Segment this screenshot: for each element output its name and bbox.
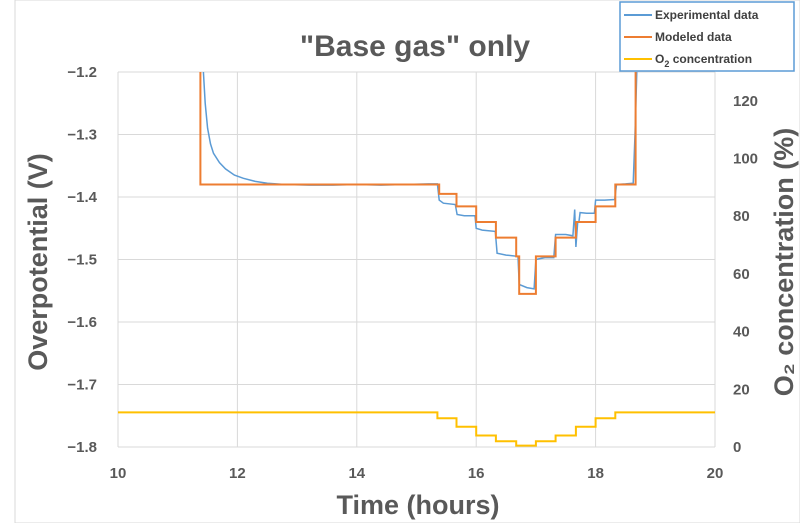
- y2-tick-label-5: 100: [733, 151, 758, 168]
- y2-tick-label-1: 20: [733, 381, 750, 398]
- y2-axis-ticks: 0 20 40 60 80 100 120: [733, 93, 758, 456]
- y2-tick-label-4: 80: [733, 208, 750, 225]
- x-axis-title: Time (hours): [336, 490, 499, 520]
- gridlines: [117, 71, 716, 448]
- y-tick-label-3: −1.5: [67, 252, 97, 269]
- x-tick-label-1: 12: [229, 465, 246, 482]
- series-group: [118, 71, 715, 447]
- x-tick-label-5: 20: [707, 465, 724, 482]
- series-line-modeled: [199, 72, 637, 295]
- y2-tick-label-3: 60: [733, 266, 750, 283]
- legend: Experimental data Modeled data O2 concen…: [619, 1, 795, 72]
- y2-tick-label-0: 0: [733, 439, 741, 456]
- y-tick-label-2: −1.6: [67, 314, 97, 331]
- y2-axis-title: O₂ concentration (%): [769, 128, 799, 397]
- y-axis-title: Overpotential (V): [23, 153, 53, 371]
- x-tick-label-2: 14: [348, 465, 365, 482]
- x-axis-ticks: 10 12 14 16 18 20: [110, 465, 724, 482]
- y2-tick-label-6: 120: [733, 93, 758, 110]
- x-tick-label-3: 16: [468, 465, 485, 482]
- legend-label-modeled: Modeled data: [655, 30, 732, 44]
- x-tick-label-0: 10: [110, 465, 127, 482]
- y-tick-label-4: −1.4: [67, 189, 97, 206]
- legend-label-experimental: Experimental data: [655, 8, 759, 22]
- chart-title: "Base gas" only: [300, 30, 531, 63]
- y-tick-label-6: −1.2: [67, 64, 97, 81]
- y-tick-label-5: −1.3: [67, 127, 97, 144]
- chart-area-border: [14, 0, 800, 523]
- series-line-o2: [118, 411, 715, 447]
- x-tick-label-4: 18: [587, 465, 604, 482]
- y-axis-ticks: −1.8 −1.7 −1.6 −1.5 −1.4 −1.3 −1.2: [67, 64, 97, 456]
- y-tick-label-0: −1.8: [67, 439, 97, 456]
- y-tick-label-1: −1.7: [67, 377, 97, 394]
- legend-label-o2: O2 concentration: [655, 52, 752, 69]
- y2-tick-label-2: 40: [733, 324, 750, 341]
